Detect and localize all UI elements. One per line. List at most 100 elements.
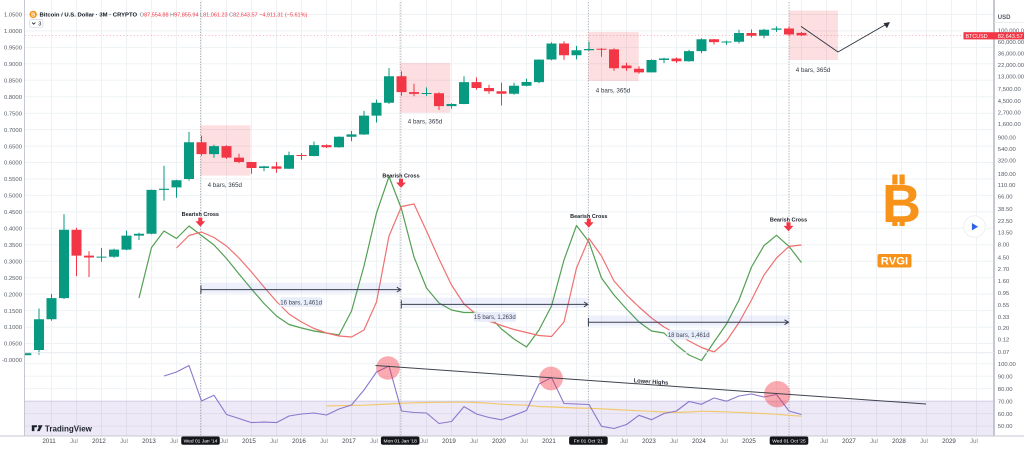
svg-text:0.7500: 0.7500 — [4, 111, 23, 117]
svg-text:36,000.00: 36,000.00 — [998, 52, 1024, 58]
svg-text:0.8000: 0.8000 — [4, 95, 23, 101]
svg-text:8.00: 8.00 — [998, 242, 1010, 248]
svg-text:Jul: Jul — [620, 439, 628, 445]
svg-text:2011: 2011 — [42, 438, 56, 445]
svg-text:Jul: Jul — [320, 439, 328, 445]
svg-text:Jul: Jul — [520, 439, 528, 445]
svg-text:2016: 2016 — [292, 438, 306, 445]
svg-text:90.00: 90.00 — [998, 374, 1013, 380]
svg-text:-0.0000: -0.0000 — [2, 358, 23, 364]
svg-text:Bearish Cross: Bearish Cross — [570, 214, 607, 220]
svg-text:O87,554.88 H97,855.94 L81,061.: O87,554.88 H97,855.94 L81,061.23 C82,643… — [140, 12, 308, 18]
svg-text:4.50: 4.50 — [998, 256, 1010, 262]
svg-text:Jul: Jul — [820, 439, 828, 445]
svg-text:38.50: 38.50 — [998, 207, 1013, 213]
svg-text:Jul: Jul — [970, 439, 978, 445]
svg-text:2028: 2028 — [892, 438, 906, 445]
svg-text:Lower Highs: Lower Highs — [633, 378, 668, 386]
svg-text:80.00: 80.00 — [998, 387, 1013, 393]
svg-text:0.95: 0.95 — [998, 291, 1010, 297]
svg-text:900.00: 900.00 — [998, 135, 1017, 141]
svg-text:4 bars, 365d: 4 bars, 365d — [596, 88, 631, 95]
svg-text:Jul: Jul — [370, 439, 378, 445]
svg-text:Jul: Jul — [720, 439, 728, 445]
svg-text:15 bars, 1,263d: 15 bars, 1,263d — [474, 315, 516, 321]
svg-text:0.55: 0.55 — [998, 303, 1010, 309]
svg-text:0.5000: 0.5000 — [4, 194, 23, 200]
svg-text:22.50: 22.50 — [998, 219, 1013, 225]
svg-text:0.4500: 0.4500 — [4, 210, 23, 216]
svg-text:USD: USD — [998, 15, 1011, 21]
svg-text:BTCUSD: BTCUSD — [966, 34, 988, 40]
svg-text:Jul: Jul — [870, 439, 878, 445]
svg-text:16 bars, 1,461d: 16 bars, 1,461d — [280, 300, 322, 306]
svg-text:1.60: 1.60 — [998, 279, 1010, 285]
svg-text:0.1500: 0.1500 — [4, 309, 23, 315]
svg-text:60.00: 60.00 — [998, 412, 1013, 418]
svg-text:0.12: 0.12 — [998, 338, 1009, 344]
svg-text:82,643.57: 82,643.57 — [998, 34, 1023, 40]
svg-text:0.7000: 0.7000 — [4, 128, 23, 134]
svg-text:4 bars, 365d: 4 bars, 365d — [796, 67, 831, 74]
svg-text:0.5500: 0.5500 — [4, 177, 23, 183]
svg-text:0.3000: 0.3000 — [4, 259, 23, 265]
svg-text:2023: 2023 — [642, 438, 656, 445]
svg-text:0.0500: 0.0500 — [4, 342, 23, 348]
svg-text:0.6000: 0.6000 — [4, 161, 23, 167]
svg-text:4,500.00: 4,500.00 — [998, 99, 1022, 105]
svg-text:3: 3 — [38, 22, 41, 28]
svg-text:2025: 2025 — [742, 438, 756, 445]
svg-text:50.00: 50.00 — [998, 424, 1013, 430]
svg-text:Mon 01 Jan '18: Mon 01 Jan '18 — [384, 439, 418, 445]
svg-text:1.0500: 1.0500 — [4, 13, 23, 19]
svg-text:Bearish Cross: Bearish Cross — [770, 218, 807, 224]
svg-text:1,600.00: 1,600.00 — [998, 122, 1022, 128]
svg-text:2021: 2021 — [542, 438, 556, 445]
svg-text:320.00: 320.00 — [998, 159, 1017, 165]
svg-text:0.2500: 0.2500 — [4, 276, 23, 282]
svg-text:Bitcoin / U.S. Dollar · 3M · C: Bitcoin / U.S. Dollar · 3M · CRYPTO — [40, 13, 138, 19]
svg-text:Fri 01 Oct '21: Fri 01 Oct '21 — [574, 439, 603, 445]
svg-text:TradingView: TradingView — [45, 424, 93, 433]
svg-text:RVGI: RVGI — [881, 256, 908, 268]
svg-text:18 bars, 1,461d: 18 bars, 1,461d — [668, 333, 710, 339]
svg-text:100,000.00: 100,000.00 — [998, 28, 1024, 34]
svg-text:7,500.00: 7,500.00 — [998, 87, 1022, 93]
svg-text:B: B — [31, 13, 35, 19]
svg-text:4 bars, 365d: 4 bars, 365d — [208, 182, 243, 189]
svg-text:Jul: Jul — [120, 439, 128, 445]
svg-text:Wed 01 Jan '14: Wed 01 Jan '14 — [184, 439, 218, 445]
svg-text:Jul: Jul — [270, 439, 278, 445]
svg-text:0.20: 0.20 — [998, 326, 1010, 332]
svg-text:0.6500: 0.6500 — [4, 144, 23, 150]
svg-text:0.9500: 0.9500 — [4, 46, 23, 52]
svg-text:2013: 2013 — [142, 438, 156, 445]
svg-text:2029: 2029 — [942, 438, 956, 445]
svg-text:1.0000: 1.0000 — [4, 29, 23, 35]
svg-text:100.00: 100.00 — [998, 362, 1017, 368]
svg-text:66.00: 66.00 — [998, 195, 1013, 201]
svg-text:0.4000: 0.4000 — [4, 227, 23, 233]
svg-text:13.50: 13.50 — [998, 231, 1013, 237]
svg-text:0.33: 0.33 — [998, 315, 1010, 321]
svg-text:2024: 2024 — [692, 438, 706, 445]
svg-text:2027: 2027 — [842, 438, 856, 445]
svg-text:Jul: Jul — [470, 439, 478, 445]
svg-text:2012: 2012 — [92, 438, 106, 445]
svg-text:Wed 01 Oct '25: Wed 01 Oct '25 — [772, 439, 806, 445]
svg-text:110.00: 110.00 — [998, 183, 1016, 189]
svg-text:0.2000: 0.2000 — [4, 292, 23, 298]
svg-text:0.3500: 0.3500 — [4, 243, 23, 249]
svg-text:Jul: Jul — [420, 439, 428, 445]
svg-text:2017: 2017 — [342, 438, 356, 445]
svg-text:2020: 2020 — [492, 438, 506, 445]
svg-text:540.00: 540.00 — [998, 147, 1017, 153]
svg-text:0.9000: 0.9000 — [4, 62, 23, 68]
svg-text:2,700.00: 2,700.00 — [998, 110, 1022, 116]
svg-text:4 bars, 365d: 4 bars, 365d — [408, 119, 443, 126]
svg-text:Jul: Jul — [70, 439, 78, 445]
svg-text:Jul: Jul — [670, 439, 678, 445]
svg-text:0.1000: 0.1000 — [4, 325, 23, 331]
svg-text:13,000.00: 13,000.00 — [998, 75, 1024, 81]
svg-text:Jul: Jul — [220, 439, 228, 445]
